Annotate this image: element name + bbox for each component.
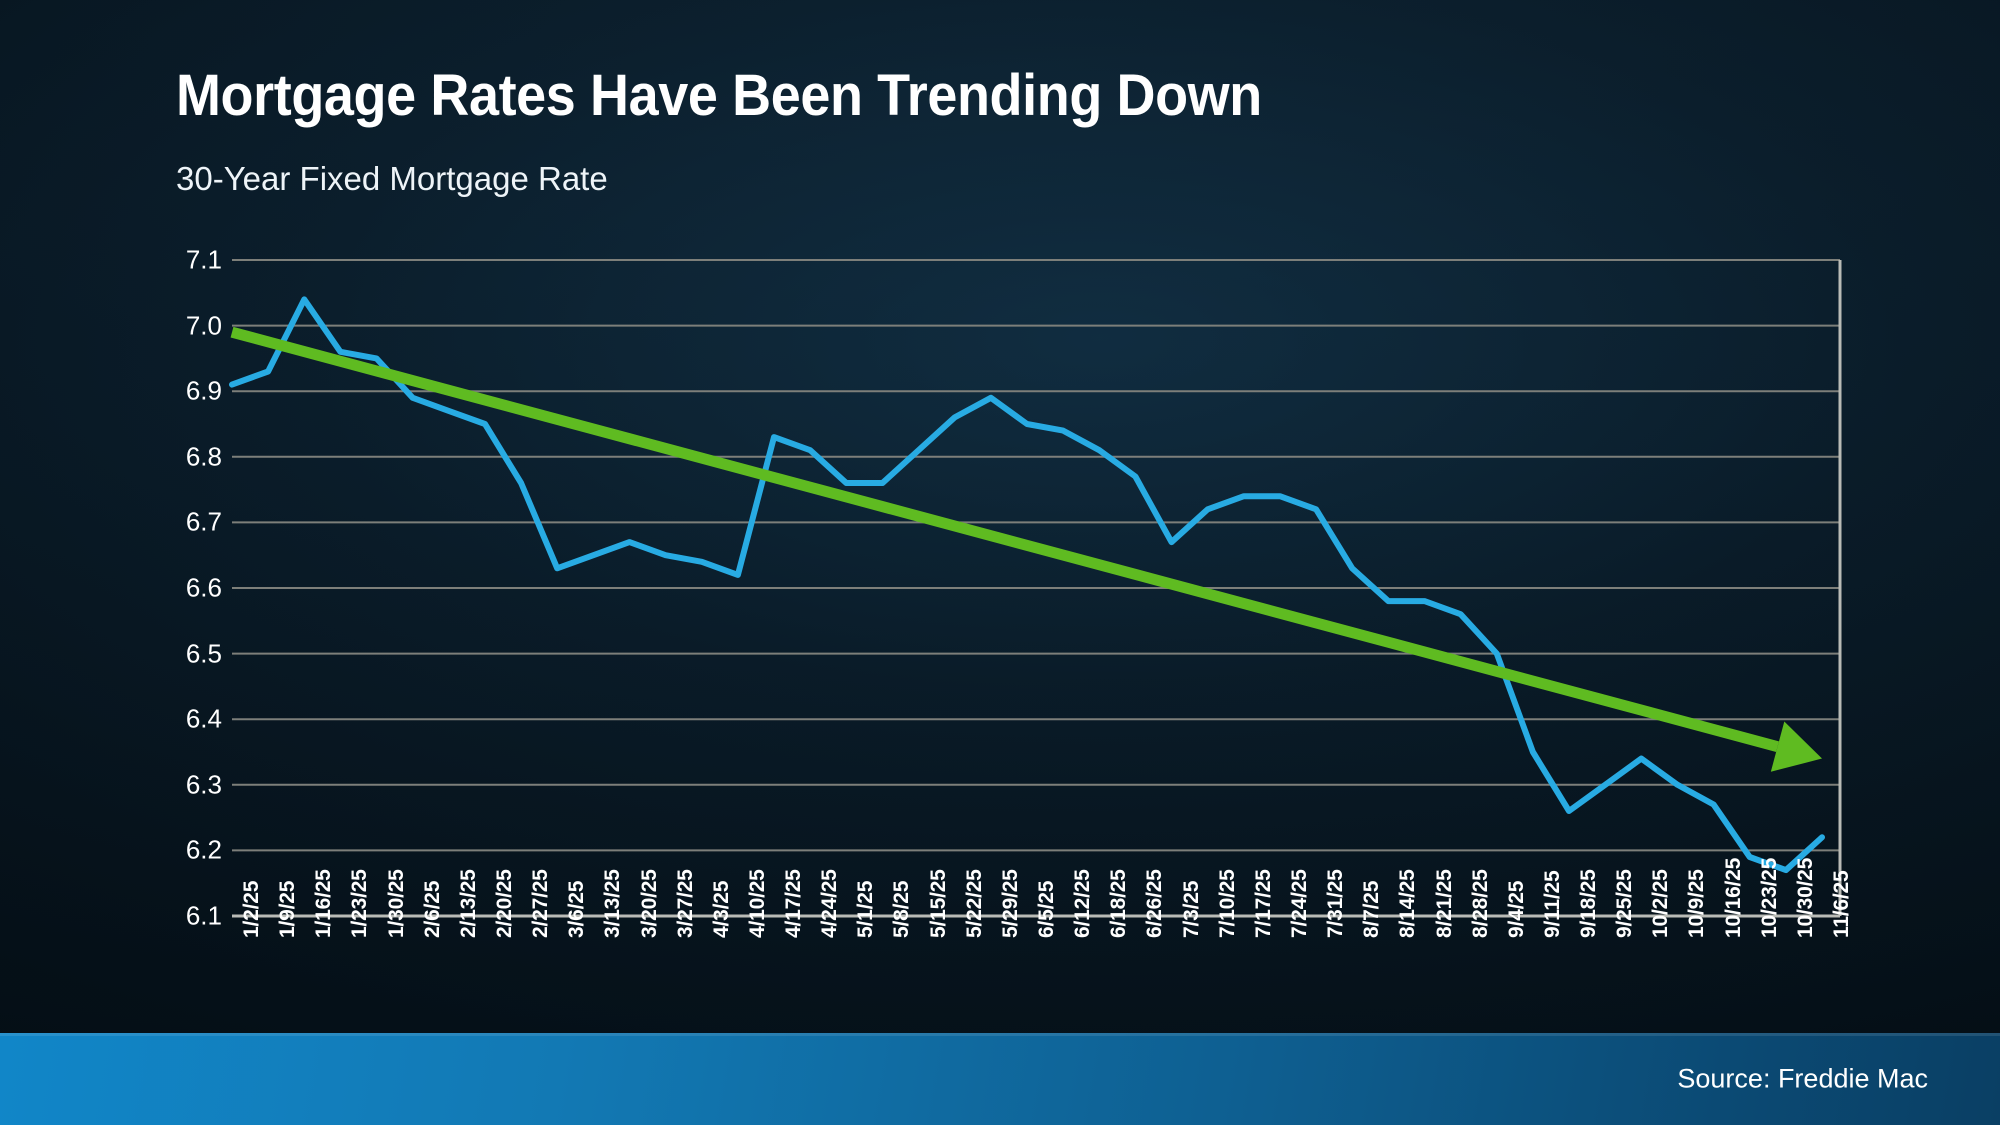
rate-series-line	[229, 296, 1825, 874]
x-axis-tick-label: 10/16/25	[1721, 857, 1745, 938]
x-axis-tick-label: 8/14/25	[1396, 869, 1420, 938]
x-axis-tick-label: 11/6/25	[1830, 870, 1853, 938]
y-axis-tick-label: 6.9	[185, 375, 222, 406]
x-axis-tick-label: 1/2/25	[240, 880, 263, 938]
x-axis-tick-label: 7/24/25	[1287, 869, 1311, 938]
x-axis-tick-label: 8/21/25	[1432, 869, 1456, 938]
y-axis-tick-label: 6.8	[185, 441, 222, 472]
x-axis-tick-label: 3/27/25	[673, 869, 697, 938]
y-axis-tick-label: 7.1	[185, 244, 222, 275]
x-axis-tick-label: 4/17/25	[782, 869, 806, 938]
x-axis-tick-label: 9/18/25	[1577, 869, 1601, 938]
x-axis-tick-label: 6/5/25	[1035, 880, 1058, 938]
y-axis-tick-label: 6.3	[185, 769, 222, 800]
y-axis-tick-label: 7.0	[185, 310, 222, 341]
x-axis-tick-label: 1/30/25	[384, 869, 408, 938]
x-axis-tick-label: 8/7/25	[1360, 880, 1384, 938]
x-axis-tick-label: 5/29/25	[998, 869, 1022, 938]
x-axis-tick-label: 6/26/25	[1143, 869, 1167, 938]
x-axis-tick-label: 5/15/25	[926, 869, 950, 938]
page-subtitle: 30-Year Fixed Mortgage Rate	[176, 160, 608, 197]
x-axis-tick-label: 6/18/25	[1107, 869, 1131, 938]
y-axis-labels: 7.1 7.0 6.9 6.8 6.7 6.6 6.5 6.4 6.3 6.2 6.1	[142, 0, 222, 1125]
y-axis-tick-label: 6.1	[185, 900, 222, 931]
x-axis-tick-label: 5/22/25	[962, 869, 986, 938]
trend-arrow-annotation	[230, 326, 1822, 772]
y-axis-tick-label: 6.5	[185, 638, 222, 669]
x-axis-tick-label: 7/3/25	[1179, 880, 1203, 938]
x-axis-tick-label: 4/24/25	[818, 869, 842, 938]
y-axis-tick-label: 6.4	[185, 703, 222, 734]
footer-divider	[0, 1033, 2000, 1036]
y-axis-tick-label: 6.6	[185, 572, 222, 603]
x-axis-tick-label: 2/20/25	[492, 869, 516, 938]
x-axis-tick-label: 3/13/25	[601, 869, 625, 938]
x-axis-tick-label: 9/11/25	[1540, 870, 1564, 938]
x-axis-tick-label: 1/16/25	[312, 869, 336, 938]
x-axis-tick-label: 2/27/25	[529, 869, 553, 938]
x-axis-tick-label: 1/9/25	[276, 880, 300, 938]
x-axis-tick-label: 7/10/25	[1215, 869, 1239, 938]
gridlines	[232, 259, 1840, 918]
x-axis-tick-label: 3/20/25	[637, 869, 661, 938]
x-axis-tick-label: 10/2/25	[1649, 869, 1673, 938]
x-axis-tick-label: 5/1/25	[854, 880, 878, 938]
x-axis-tick-label: 3/6/25	[565, 880, 589, 938]
x-axis-tick-label: 10/30/25	[1793, 857, 1817, 938]
x-axis-tick-label: 5/8/25	[890, 880, 914, 938]
x-axis-tick-label: 10/9/25	[1685, 869, 1709, 938]
y-axis-tick-label: 6.2	[185, 834, 222, 865]
trend-arrow-shaft	[230, 326, 1779, 752]
footer-bar: Source: Freddie Mac	[0, 1033, 2000, 1125]
x-axis-tick-label: 4/10/25	[745, 869, 769, 938]
x-axis-tick-label: 6/12/25	[1071, 869, 1095, 938]
x-axis-tick-label: 10/23/25	[1757, 857, 1781, 938]
x-axis-tick-label: 7/31/25	[1324, 869, 1348, 938]
x-axis-tick-label: 2/13/25	[456, 869, 480, 938]
x-axis-tick-label: 9/4/25	[1504, 880, 1528, 938]
x-axis-tick-label: 2/6/25	[420, 880, 444, 938]
x-axis-tick-label: 4/3/25	[709, 880, 733, 938]
trend-arrow-head	[1770, 721, 1822, 772]
x-axis-tick-label: 7/17/25	[1251, 869, 1275, 938]
x-axis-tick-label: 9/25/25	[1613, 869, 1637, 938]
x-axis-tick-label: 8/28/25	[1468, 869, 1492, 938]
page-title: Mortgage Rates Have Been Trending Down	[176, 63, 1262, 128]
x-axis-tick-label: 1/23/25	[348, 869, 372, 938]
y-axis-tick-label: 6.7	[185, 506, 222, 537]
source-attribution: Source: Freddie Mac	[1677, 1063, 1928, 1094]
